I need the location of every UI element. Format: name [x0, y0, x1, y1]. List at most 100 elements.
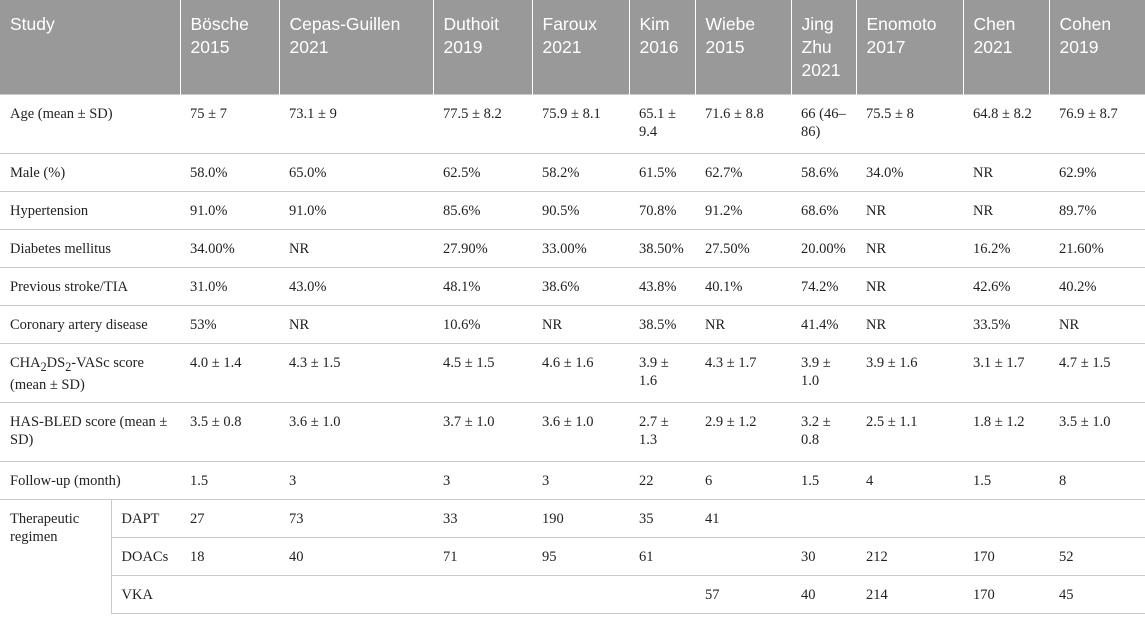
cell-value: 4: [866, 473, 874, 489]
cell-value: 3.2 ± 0.8: [801, 414, 831, 448]
table-cell: 61.5%: [629, 153, 695, 192]
header-col-5: Kim 2016: [628, 0, 695, 95]
table-cell: 48.1%: [433, 267, 532, 306]
table-cell: 4: [856, 461, 963, 500]
cell-value: NR: [542, 317, 563, 333]
cell-value: NR: [866, 279, 887, 295]
cell-value: 89.7%: [1059, 203, 1097, 219]
cell-value: NR: [705, 317, 726, 333]
cell-value: 4.5 ± 1.5: [443, 355, 495, 371]
header-year: 2019: [443, 37, 483, 57]
cell-value: 71.6 ± 8.8: [705, 106, 764, 122]
cell-value: [705, 538, 781, 548]
cell-value: 22: [639, 473, 654, 489]
header-row: Study Bösche 2015 Cepas-Guillen 2021 Dutho…: [0, 0, 1145, 95]
table-cell: 21.60%: [1049, 229, 1145, 268]
header-author: Wiebe: [705, 14, 756, 34]
table-row-hasbled: HAS-BLED score (mean ± SD) 3.5 ± 0.8 3.6…: [0, 402, 1145, 462]
table-row-cad: Coronary artery disease 53% NR 10.6% NR …: [0, 305, 1145, 344]
cell-value: NR: [973, 203, 994, 219]
table-cell: NR: [856, 191, 963, 230]
table-cell: 43.0%: [279, 267, 433, 306]
cell-value: [801, 500, 846, 510]
table-cell: NR: [856, 267, 963, 306]
cell-value: 95: [542, 549, 557, 565]
table-cell: 34.00%: [180, 229, 279, 268]
header-year: 2021: [289, 37, 329, 57]
header-col-10: Cohen 2019: [1048, 0, 1145, 95]
cell-value: 34.00%: [190, 241, 235, 257]
cell-value: 62.5%: [443, 165, 481, 181]
label-subscript: 2: [65, 359, 72, 374]
cell-value: 76.9 ± 8.7: [1059, 106, 1118, 122]
table-cell: 38.5%: [629, 305, 695, 344]
row-label: HAS-BLED score (mean ± SD): [0, 402, 180, 462]
regimen-label: VKA: [111, 575, 180, 614]
row-label: Male (%): [0, 153, 180, 192]
cell-value: NR: [289, 317, 310, 333]
table-cell: 30: [791, 537, 856, 576]
cell-value: 3.6 ± 1.0: [289, 414, 341, 430]
cell-value: 53%: [190, 317, 217, 333]
row-label: Hypertension: [0, 191, 180, 230]
cell-value: 170: [973, 549, 995, 565]
header-author: Faroux: [542, 14, 597, 34]
row-label-text: Follow-up (month): [10, 473, 121, 489]
row-label-text: Age (mean ± SD): [10, 106, 113, 122]
table-row-age: Age (mean ± SD) 75 ± 7 73.1 ± 9 77.5 ± 8…: [0, 94, 1145, 154]
table-cell: NR: [279, 305, 433, 344]
table-cell: 38.6%: [532, 267, 629, 306]
cell-value: 58.6%: [801, 165, 839, 181]
table-cell: 38.50%: [629, 229, 695, 268]
table-cell: 91.2%: [695, 191, 791, 230]
cell-value: 75.5 ± 8: [866, 106, 914, 122]
cell-value: [639, 576, 685, 586]
table-cell: 61: [629, 537, 695, 576]
cell-value: 33.00%: [542, 241, 587, 257]
cell-value: 43.8%: [639, 279, 677, 295]
table-cell: 40: [279, 537, 433, 576]
table-cell: 214: [856, 575, 963, 614]
table-cell: [532, 575, 629, 614]
cell-value: 30: [801, 549, 816, 565]
header-study: Study: [0, 0, 180, 95]
regimen-label-text: VKA: [121, 587, 153, 603]
cell-value: 38.6%: [542, 279, 580, 295]
table-cell: 3.9 ± 1.6: [629, 343, 695, 403]
table-cell: 2.5 ± 1.1: [856, 402, 963, 462]
regimen-label-text: DOACs: [121, 549, 169, 565]
table-cell: 170: [963, 537, 1049, 576]
table-cell: 76.9 ± 8.7: [1049, 94, 1145, 154]
cell-value: 41.4%: [801, 317, 839, 333]
table-cell: 3.5 ± 1.0: [1049, 402, 1145, 462]
table-cell: 16.2%: [963, 229, 1049, 268]
cell-value: [973, 500, 1039, 510]
table-cell: 33: [433, 499, 532, 538]
table-cell: 68.6%: [791, 191, 856, 230]
table-cell: 91.0%: [279, 191, 433, 230]
table-cell: 3.9 ± 1.6: [856, 343, 963, 403]
table-row-cha2ds2vasc: CHA2DS2-VASc score (mean ± SD) 4.0 ± 1.4…: [0, 343, 1145, 403]
cell-value: 31.0%: [190, 279, 228, 295]
table-cell: 45: [1049, 575, 1145, 614]
cell-value: 75.9 ± 8.1: [542, 106, 601, 122]
table-cell: 3.6 ± 1.0: [279, 402, 433, 462]
cell-value: 20.00%: [801, 241, 846, 257]
cell-value: 3: [443, 473, 451, 489]
label-part: -VASc score (mean ± SD): [10, 355, 144, 393]
cell-value: 3.1 ± 1.7: [973, 355, 1025, 371]
table-cell: 170: [963, 575, 1049, 614]
table-cell: 66 (46–86): [791, 94, 856, 154]
table-cell: 77.5 ± 8.2: [433, 94, 532, 154]
table-row-diabetes: Diabetes mellitus 34.00% NR 27.90% 33.00…: [0, 229, 1145, 268]
cell-value: [1059, 500, 1135, 510]
table-cell: 33.5%: [963, 305, 1049, 344]
cell-value: 75 ± 7: [190, 106, 227, 122]
table-cell: 40.1%: [695, 267, 791, 306]
table-cell: 2.9 ± 1.2: [695, 402, 791, 462]
table-cell: 58.2%: [532, 153, 629, 192]
table-cell: 190: [532, 499, 629, 538]
table-cell: 62.5%: [433, 153, 532, 192]
cell-value: 45: [1059, 587, 1074, 603]
table-cell: 3.9 ± 1.0: [791, 343, 856, 403]
